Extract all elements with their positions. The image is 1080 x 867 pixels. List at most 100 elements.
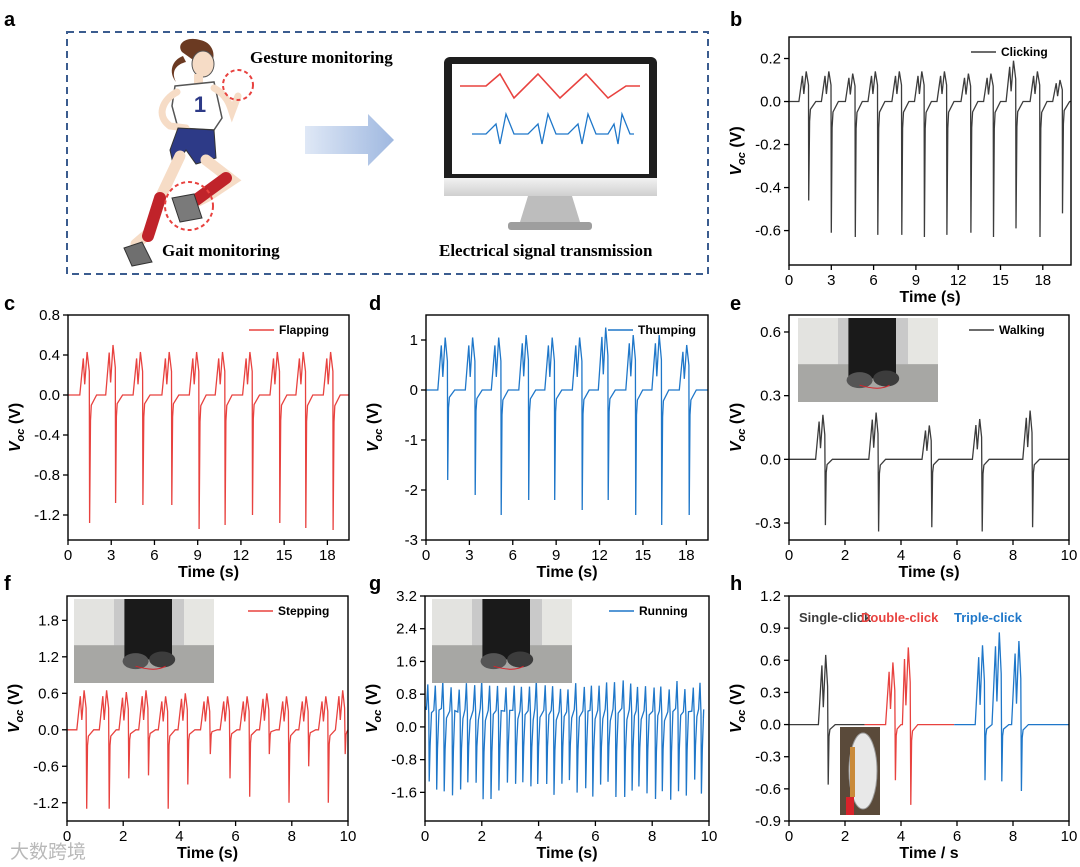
x-tick-label: 12 [591,547,608,564]
y-tick-label: -1.6 [391,784,417,801]
x-tick-label: 2 [119,828,127,845]
plot-frame [424,595,710,822]
y-axis-label: Voc (V) [6,684,26,733]
y-tick-label: 0.0 [760,717,781,734]
y-tick-label: 0.0 [760,451,781,468]
bib-number: 1 [194,92,206,117]
chart-panel-e: e 0 2 4 6 8 10 0.6 0.3 0.0 -0.3 Time (s) Voc (V) Walk… [728,293,1077,581]
y-tick-label: 2.4 [396,621,417,638]
x-tick-label: 6 [953,828,961,845]
gait-highlight-circle [164,181,214,231]
x-tick-label: 4 [175,828,183,845]
x-tick-label: 8 [1009,547,1017,564]
legend-label: Flapping [279,323,329,337]
gesture-monitoring-label: Gesture monitoring [250,48,393,67]
y-tick-label: 1.6 [396,653,417,670]
x-tick-label: 0 [63,828,71,845]
x-tick-label: 8 [648,828,656,845]
panel-letter-d: d [369,293,381,315]
y-tick-label: 0.3 [760,388,781,405]
panel-letter-f: f [4,573,11,595]
y-axis-label: Voc (V) [364,684,384,733]
x-tick-label: 0 [785,828,793,845]
y-tick-label: 0.2 [760,51,781,68]
y-axis-label: Voc (V) [7,403,27,452]
x-tick-label: 10 [701,828,718,845]
x-axis-label: Time (s) [536,845,597,862]
x-tick-label: 2 [841,828,849,845]
series-line-double-click [864,647,955,805]
plot-frame [67,314,350,541]
x-tick-label: 6 [509,547,517,564]
x-tick-label: 10 [1061,547,1078,564]
x-tick-label: 3 [465,547,473,564]
transmission-arrow [305,114,394,166]
x-axis-label: Time (s) [899,289,960,306]
panel-letter-c: c [4,293,15,315]
series-line-running [425,680,705,800]
chart-panel-g: g 0 2 4 6 8 10 3.2 2.4 1.6 0.8 0.0 -0.8 -1.6 Time (s) V… [364,573,717,862]
series-line-walking [789,410,1069,532]
x-tick-label: 15 [635,547,652,564]
y-tick-label: 0.6 [760,324,781,341]
y-tick-label: -1 [405,432,418,449]
x-tick-label: 6 [953,547,961,564]
gait-monitoring-label: Gait monitoring [162,241,280,260]
x-tick-label: 6 [150,547,158,564]
chart-panel-d: d 0 3 6 9 12 15 18 1 0 -1 -2 -3 Time (s) Voc (V) Thumpi… [365,293,709,581]
y-tick-label: 1.2 [38,649,59,666]
x-tick-label: 3 [107,547,115,564]
plot-frame [788,314,1070,541]
panel-letter-a: a [4,9,16,31]
legend-label: Stepping [278,604,329,618]
x-tick-label: 9 [552,547,560,564]
chart-panel-h: h 0 2 4 6 8 10 1.2 0.9 0.6 0.3 0.0 -0.3 -0.6 -0.9 Time … [728,573,1077,862]
series-line-thumping [426,327,708,526]
panel-a-frame [66,31,709,275]
signal-transmission-label: Electrical signal transmission [439,241,653,260]
y-tick-label: -0.3 [755,515,781,532]
x-tick-label: 10 [1061,828,1078,845]
y-tick-label: 1.8 [38,612,59,629]
y-tick-label: 0.0 [760,94,781,111]
y-tick-label: 1 [410,332,418,349]
y-axis-label: Voc (V) [728,126,748,175]
x-axis-label: Time (s) [898,564,959,581]
panel-letter-g: g [369,573,381,595]
y-tick-label: -0.2 [755,137,781,154]
series-line-single-click [789,654,865,785]
series-line-flapping [68,344,349,531]
panel-letter-b: b [730,9,742,31]
x-tick-label: 18 [319,547,336,564]
y-tick-label: 0.6 [38,685,59,702]
x-tick-label: 2 [841,547,849,564]
x-tick-label: 6 [591,828,599,845]
y-tick-label: 0.0 [39,387,60,404]
x-tick-label: 0 [785,272,793,289]
y-tick-label: -0.4 [755,180,781,197]
x-tick-label: 2 [478,828,486,845]
gesture-highlight-circle [222,69,254,101]
monitor-illustration [444,57,657,230]
y-tick-label: 0.8 [39,307,60,324]
legend-label: Walking [999,323,1045,337]
x-tick-label: 9 [194,547,202,564]
x-tick-label: 0 [422,547,430,564]
inset-photo-f [74,599,214,683]
chart-panel-f: f 0 2 4 6 8 10 1.8 1.2 0.6 0.0 -0.6 -1.2 Time (s) Voc … [4,573,356,862]
y-axis-label: Voc (V) [365,403,385,452]
y-tick-label: -1.2 [33,795,59,812]
y-tick-label: -0.8 [391,752,417,769]
x-tick-label: 3 [827,272,835,289]
x-axis-label: Time (s) [536,564,597,581]
x-tick-label: 12 [950,272,967,289]
legend-label: Running [639,604,688,618]
y-tick-label: 0 [410,382,418,399]
x-tick-label: 10 [340,828,357,845]
y-tick-label: 1.2 [760,588,781,605]
y-tick-label: -2 [405,482,418,499]
inset-photo-e [798,318,938,402]
y-tick-label: -0.6 [755,223,781,240]
x-tick-label: 9 [912,272,920,289]
